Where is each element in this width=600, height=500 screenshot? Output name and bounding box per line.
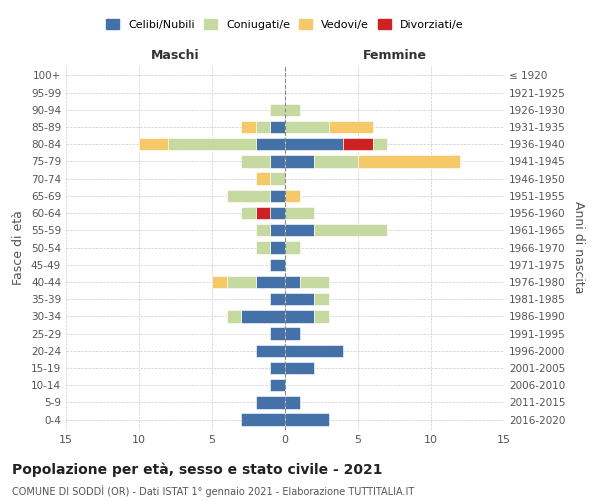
Text: Femmine: Femmine xyxy=(362,48,427,62)
Bar xyxy=(314,155,358,168)
Bar xyxy=(299,276,329,288)
Legend: Celibi/Nubili, Coniugati/e, Vedovi/e, Divorziati/e: Celibi/Nubili, Coniugati/e, Vedovi/e, Di… xyxy=(106,20,464,30)
Text: COMUNE DI SODDÌ (OR) - Dati ISTAT 1° gennaio 2021 - Elaborazione TUTTITALIA.IT: COMUNE DI SODDÌ (OR) - Dati ISTAT 1° gen… xyxy=(12,485,414,497)
Bar xyxy=(314,310,329,322)
Bar xyxy=(285,310,314,322)
Bar xyxy=(285,414,329,426)
Bar xyxy=(227,310,241,322)
Bar xyxy=(285,190,299,202)
Bar xyxy=(285,155,314,168)
Bar xyxy=(271,104,285,116)
Bar xyxy=(241,207,256,220)
Bar xyxy=(271,224,285,236)
Bar xyxy=(358,155,460,168)
Bar xyxy=(256,242,271,254)
Bar xyxy=(329,121,373,133)
Bar xyxy=(241,310,285,322)
Bar xyxy=(271,258,285,271)
Bar xyxy=(271,155,285,168)
Bar xyxy=(256,138,285,150)
Bar xyxy=(256,207,271,220)
Bar xyxy=(285,396,299,408)
Bar xyxy=(256,172,271,185)
Y-axis label: Fasce di età: Fasce di età xyxy=(13,210,25,285)
Bar xyxy=(227,190,271,202)
Text: Maschi: Maschi xyxy=(151,48,200,62)
Bar xyxy=(139,138,168,150)
Bar xyxy=(212,276,227,288)
Bar xyxy=(285,293,314,306)
Bar xyxy=(271,293,285,306)
Bar xyxy=(271,207,285,220)
Text: Popolazione per età, sesso e stato civile - 2021: Popolazione per età, sesso e stato civil… xyxy=(12,462,383,477)
Bar xyxy=(314,224,387,236)
Bar xyxy=(227,276,256,288)
Bar xyxy=(271,328,285,340)
Y-axis label: Anni di nascita: Anni di nascita xyxy=(572,201,585,294)
Bar xyxy=(241,155,271,168)
Bar xyxy=(241,414,285,426)
Bar xyxy=(256,344,285,357)
Bar xyxy=(256,276,285,288)
Bar xyxy=(271,121,285,133)
Bar xyxy=(285,362,314,374)
Bar xyxy=(314,293,329,306)
Bar xyxy=(285,104,299,116)
Bar xyxy=(256,121,271,133)
Bar xyxy=(285,242,299,254)
Bar xyxy=(241,121,256,133)
Bar xyxy=(256,224,271,236)
Bar xyxy=(285,121,329,133)
Bar xyxy=(373,138,387,150)
Bar xyxy=(285,138,343,150)
Bar xyxy=(271,379,285,392)
Bar xyxy=(271,190,285,202)
Bar xyxy=(271,242,285,254)
Bar xyxy=(271,362,285,374)
Bar xyxy=(285,207,314,220)
Bar xyxy=(168,138,256,150)
Bar xyxy=(271,172,285,185)
Bar xyxy=(285,344,343,357)
Bar xyxy=(285,224,314,236)
Bar xyxy=(343,138,373,150)
Bar xyxy=(285,328,299,340)
Bar xyxy=(256,396,285,408)
Bar xyxy=(285,276,299,288)
